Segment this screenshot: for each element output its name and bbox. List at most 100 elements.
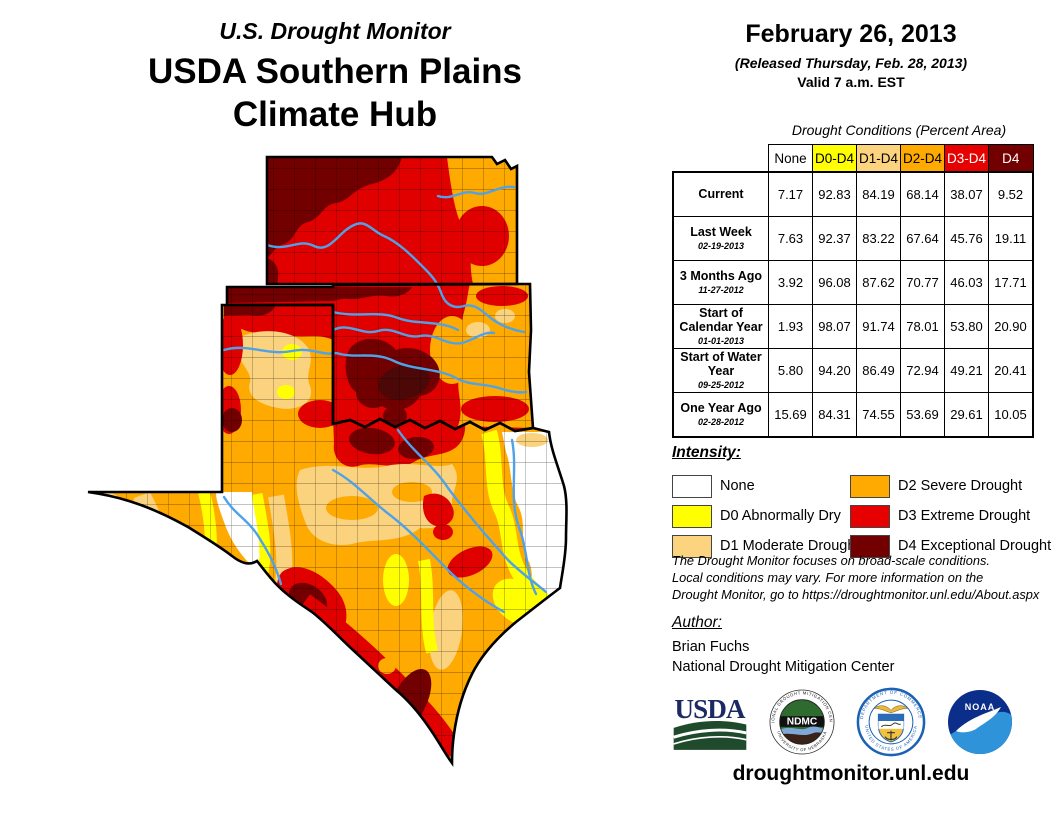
river — [265, 222, 526, 334]
disclaimer-line: Local conditions may vary. For more info… — [672, 569, 984, 585]
river — [222, 495, 283, 586]
table-cell: 9.52 — [988, 171, 1034, 217]
logo-row: USDA NATIONAL DROUGHT MITIGATION CENTER … — [672, 686, 1032, 758]
ndmc-band — [779, 716, 825, 727]
legend-item: D2 Severe Drought — [850, 474, 1051, 498]
noaa-wordmark: NOAA — [965, 702, 996, 712]
map-date: February 26, 2013 — [745, 20, 957, 48]
disclaimer-line: Drought Monitor, go to https://droughtmo… — [672, 586, 1040, 602]
legend-label: D2 Severe Drought — [898, 478, 1023, 494]
table-row: Last Week 02-19-2013 7.63 92.37 83.22 67.64 45… — [672, 216, 1034, 261]
table-cell: 87.62 — [856, 260, 901, 305]
page-title-line1: USDA Southern Plains — [147, 52, 523, 91]
table-cell: 7.17 — [768, 171, 813, 217]
row-label: Current — [672, 171, 769, 217]
page-title: USDA Southern Plains Climate Hub — [35, 51, 635, 136]
table-cell: 19.11 — [988, 216, 1034, 261]
table-row: Start of Water Year 09-25-2012 5.80 94.20 86… — [672, 348, 1034, 393]
doc-shield-chief — [878, 714, 904, 722]
river — [331, 310, 460, 332]
rivers — [222, 185, 548, 614]
table-cell: 7.63 — [768, 216, 813, 261]
table-cell: 46.03 — [944, 260, 989, 305]
table-row: 3 Months Ago 11-27-2012 3.92 96.08 87.62 70.7… — [672, 260, 1034, 305]
table-cell: 68.14 — [900, 171, 945, 217]
date-block: February 26, 2013 (Released Thursday, Fe… — [672, 20, 1030, 90]
table-cell: 20.90 — [988, 304, 1034, 349]
table-cell: 98.07 — [812, 304, 857, 349]
legend-swatch — [850, 504, 890, 528]
legend-label: D1 Moderate Drought — [720, 538, 860, 554]
table-cell: 91.74 — [856, 304, 901, 349]
usda-wordmark: USDA — [675, 694, 746, 724]
legend-swatch — [672, 504, 712, 528]
legend-item: None — [672, 474, 850, 498]
table-cell: 94.20 — [812, 348, 857, 393]
table-row: One Year Ago 02-28-2012 15.69 84.31 74.55 53.… — [672, 392, 1034, 438]
noaa-logo: NOAA — [948, 690, 1012, 754]
column-header-d4: D4 — [988, 144, 1034, 173]
table-cell: 84.19 — [856, 171, 901, 217]
legend-swatch — [850, 474, 890, 498]
table-cell: 15.69 — [768, 392, 813, 438]
author-heading: Author: — [672, 614, 722, 631]
table-header: None D0-D4 D1-D4 D2-D4 D3-D4 D4 — [673, 144, 1034, 173]
report-kicker: U.S. Drought Monitor — [219, 18, 451, 44]
usda-field-shape — [673, 720, 747, 750]
drought-map — [48, 140, 678, 808]
legend-heading: Intensity: — [672, 444, 741, 461]
released-date: (Released Thursday, Feb. 28, 2013) — [734, 55, 968, 71]
drought-map-svg — [86, 155, 568, 765]
county-grid — [88, 157, 567, 763]
column-header-d0-d4: D0-D4 — [812, 144, 857, 173]
row-label: Start of Water Year 09-25-2012 — [672, 348, 769, 393]
table-cell: 29.61 — [944, 392, 989, 438]
author-name: Brian Fuchs — [672, 639, 750, 655]
noaa-seagull — [956, 707, 1001, 733]
ndmc-logo: NATIONAL DROUGHT MITIGATION CENTER UNIVE… — [769, 689, 835, 755]
blank-header-cell — [673, 144, 769, 172]
table-caption: Drought Conditions (Percent Area) — [791, 122, 1007, 138]
table-cell: 78.01 — [900, 304, 945, 349]
row-label: Start of Calendar Year 01-01-2013 — [672, 304, 769, 349]
row-label: 3 Months Ago 11-27-2012 — [672, 260, 769, 305]
table-cell: 45.76 — [944, 216, 989, 261]
column-header-none: None — [768, 144, 813, 173]
disclaimer-line: The Drought Monitor focuses on broad-sca… — [672, 553, 990, 568]
river — [436, 185, 516, 199]
table-cell: 67.64 — [900, 216, 945, 261]
table-cell: 49.21 — [944, 348, 989, 393]
table-cell: 10.05 — [988, 392, 1034, 438]
author-block: Author: Brian Fuchs National Drought Mit… — [672, 614, 1032, 675]
table-cell: 38.07 — [944, 171, 989, 217]
column-header-d3-d4: D3-D4 — [944, 144, 989, 173]
table-cell: 96.08 — [812, 260, 857, 305]
river — [331, 326, 496, 345]
column-header-d1-d4: D1-D4 — [856, 144, 901, 173]
usda-swoosh — [673, 736, 747, 745]
legend-item: D3 Extreme Drought — [850, 504, 1051, 528]
table-cell: 86.49 — [856, 348, 901, 393]
table-cell: 83.22 — [856, 216, 901, 261]
ndmc-wordmark: NDMC — [787, 717, 818, 728]
commerce-seal-logo: DEPARTMENT OF COMMERCE UNITED STATES OF … — [856, 687, 926, 757]
river — [510, 438, 538, 596]
table-cell: 74.55 — [856, 392, 901, 438]
table-cell: 53.69 — [900, 392, 945, 438]
legend-item: D0 Abnormally Dry — [672, 504, 850, 528]
doc-ship — [880, 722, 902, 728]
author-org: National Drought Mitigation Center — [672, 659, 895, 675]
drought-region — [410, 735, 430, 753]
drought-conditions-table: None D0-D4 D1-D4 D2-D4 D3-D4 D4 Current 7.17 92… — [672, 144, 1034, 438]
valid-time: Valid 7 a.m. EST — [797, 74, 905, 90]
table-cell: 1.93 — [768, 304, 813, 349]
legend-grid: None D0 Abnormally Dry D1 Moderate Drought… — [672, 471, 1051, 561]
disclaimer-text: The Drought Monitor focuses on broad-sca… — [672, 553, 1052, 604]
table-cell: 17.71 — [988, 260, 1034, 305]
footer-url: droughtmonitor.unl.edu — [732, 762, 970, 785]
river — [331, 468, 506, 614]
page-title-line2: Climate Hub — [232, 94, 438, 134]
intensity-legend: Intensity: None D0 Abnormally Dry D1 Moder… — [672, 444, 1051, 561]
legend-swatch — [672, 474, 712, 498]
